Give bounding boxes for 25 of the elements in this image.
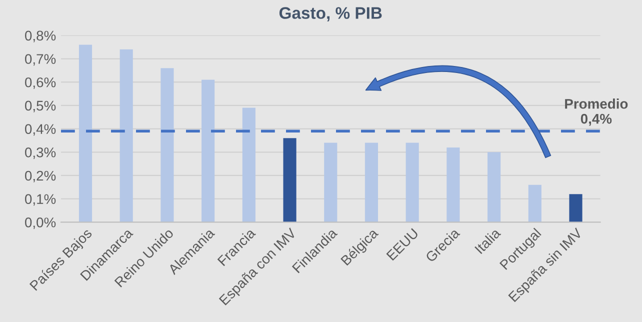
chart-title: Gasto, % PIB <box>279 7 382 22</box>
ref-line-label: Promedio 0,4% <box>565 98 628 126</box>
y-tick-label: 0,3% <box>25 147 56 159</box>
bar <box>364 142 378 222</box>
bar <box>406 142 419 222</box>
bar <box>569 194 582 222</box>
y-tick-label: 0,6% <box>25 77 56 89</box>
bar <box>160 68 174 222</box>
bar <box>528 184 542 222</box>
y-tick-label: 0,2% <box>25 170 56 182</box>
bar <box>283 138 296 222</box>
bar <box>488 152 501 222</box>
y-tick-label: 0,1% <box>25 194 56 206</box>
bar <box>324 142 338 222</box>
y-tick-label: 0,4% <box>25 124 56 136</box>
bar <box>202 80 215 222</box>
y-tick-label: 0,0% <box>25 218 56 229</box>
y-tick-label: 0,5% <box>25 100 56 112</box>
bar <box>242 108 256 222</box>
bar <box>446 147 460 222</box>
bar <box>120 49 133 222</box>
y-tick-label: 0,7% <box>25 54 56 66</box>
y-tick-label: 0,8% <box>25 30 56 42</box>
bar <box>78 44 92 222</box>
x-tick-label: Italia <box>474 227 502 254</box>
